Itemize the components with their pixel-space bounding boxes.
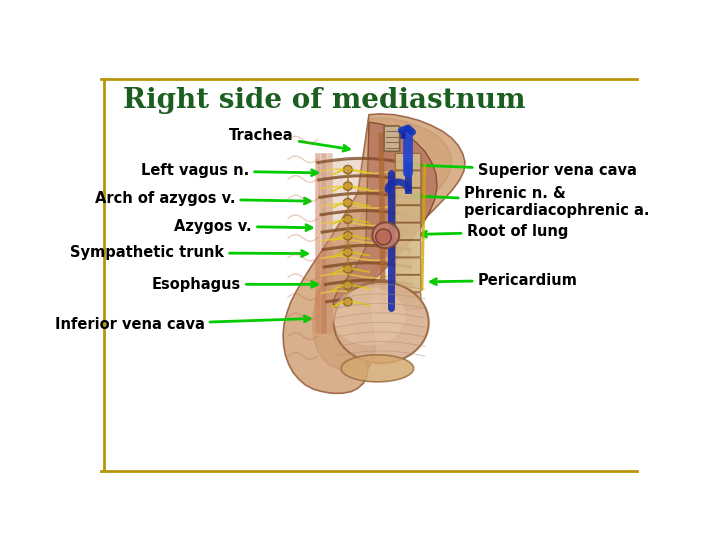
Text: Azygos v.: Azygos v. <box>174 219 312 234</box>
Ellipse shape <box>343 232 352 240</box>
Text: Phrenic n. &
pericardiacophrenic a.: Phrenic n. & pericardiacophrenic a. <box>413 186 649 218</box>
FancyBboxPatch shape <box>395 223 421 240</box>
FancyBboxPatch shape <box>395 153 421 170</box>
Ellipse shape <box>334 282 428 363</box>
Ellipse shape <box>343 182 352 190</box>
Ellipse shape <box>343 298 352 306</box>
FancyBboxPatch shape <box>395 240 421 257</box>
Text: Arch of azygos v.: Arch of azygos v. <box>94 191 310 206</box>
Text: Root of lung: Root of lung <box>420 225 568 239</box>
Text: Superior vena cava: Superior vena cava <box>408 162 636 178</box>
Text: Pericardium: Pericardium <box>431 273 577 288</box>
Text: Sympathetic trunk: Sympathetic trunk <box>70 245 307 260</box>
Ellipse shape <box>341 355 413 382</box>
FancyBboxPatch shape <box>384 126 400 151</box>
Polygon shape <box>333 122 437 308</box>
Text: Right side of mediastnum: Right side of mediastnum <box>124 86 526 113</box>
Ellipse shape <box>343 265 352 273</box>
Ellipse shape <box>343 215 352 224</box>
Text: Left vagus n.: Left vagus n. <box>141 163 318 178</box>
FancyBboxPatch shape <box>395 206 421 222</box>
Polygon shape <box>283 114 465 393</box>
FancyBboxPatch shape <box>395 258 421 274</box>
Ellipse shape <box>343 248 352 256</box>
Polygon shape <box>313 118 451 373</box>
FancyBboxPatch shape <box>395 275 421 292</box>
Ellipse shape <box>343 199 352 207</box>
Text: Trachea: Trachea <box>229 128 349 151</box>
Ellipse shape <box>376 229 392 245</box>
FancyBboxPatch shape <box>395 188 421 205</box>
Ellipse shape <box>343 165 352 174</box>
FancyBboxPatch shape <box>395 293 421 309</box>
FancyBboxPatch shape <box>395 171 421 187</box>
Ellipse shape <box>372 222 399 248</box>
Text: Esophagus: Esophagus <box>151 277 318 292</box>
Text: Inferior vena cava: Inferior vena cava <box>55 316 310 332</box>
Ellipse shape <box>343 281 352 289</box>
Ellipse shape <box>333 287 405 346</box>
